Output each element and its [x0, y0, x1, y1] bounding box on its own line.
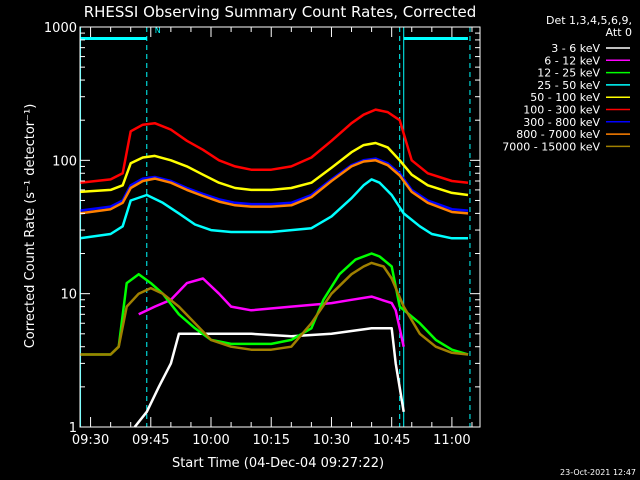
legend-header-0: Det 1,3,4,5,6,9, [546, 14, 632, 27]
x-tick-label-4: 10:30 [313, 433, 350, 448]
series-line-8 [80, 261, 469, 356]
chart-title: RHESSI Observing Summary Count Rates, Co… [84, 3, 477, 21]
y-axis-label: Corrected Count Rate (s⁻¹ detector⁻¹) [23, 104, 38, 349]
x-tick-label-5: 10:45 [373, 433, 410, 448]
legend-label-7: 800 - 7000 keV [516, 128, 600, 141]
legend-label-4: 50 - 100 keV [530, 91, 600, 104]
legend-label-8: 7000 - 15000 keV [502, 140, 600, 153]
series-line-6 [79, 157, 469, 212]
plot-area: N 1 10 100 1000 09:30 09:45 10:00 10:15 10:30 10:4… [44, 21, 481, 448]
plot-frame [79, 26, 481, 428]
x-tick-label-2: 10:00 [192, 433, 229, 448]
x-tick-label-6: 11:00 [433, 433, 470, 448]
legend-label-1: 6 - 12 keV [544, 54, 600, 67]
series-line-4 [79, 141, 469, 197]
x-axis-label: Start Time (04-Dec-04 09:27:22) [172, 456, 384, 471]
series-line-1 [138, 277, 405, 347]
footer-timestamp: 23-Oct-2021 12:47 [560, 468, 636, 477]
x-tick-label-1: 09:45 [132, 433, 169, 448]
legend-label-0: 3 - 6 keV [551, 42, 600, 55]
series-line-0 [133, 327, 405, 428]
y-tick-label-3: 1000 [44, 21, 77, 36]
y-tick-label-2: 100 [52, 154, 77, 169]
x-tick-label-3: 10:15 [253, 433, 290, 448]
series-line-3 [79, 178, 468, 240]
series-line-7 [79, 159, 469, 215]
legend-label-5: 100 - 300 keV [523, 104, 600, 117]
legend-label-3: 25 - 50 keV [537, 79, 600, 92]
legend-header-1: Att 0 [606, 26, 632, 39]
legend-label-2: 12 - 25 keV [537, 67, 600, 80]
annotation-label: N [155, 26, 161, 35]
y-tick-label-1: 10 [60, 288, 77, 303]
x-tick-label-0: 09:30 [72, 433, 109, 448]
series-line-5 [79, 108, 469, 184]
legend-label-6: 300 - 800 keV [523, 116, 600, 129]
y-tick-label-0: 1 [69, 421, 77, 436]
series-line-2 [80, 252, 469, 356]
